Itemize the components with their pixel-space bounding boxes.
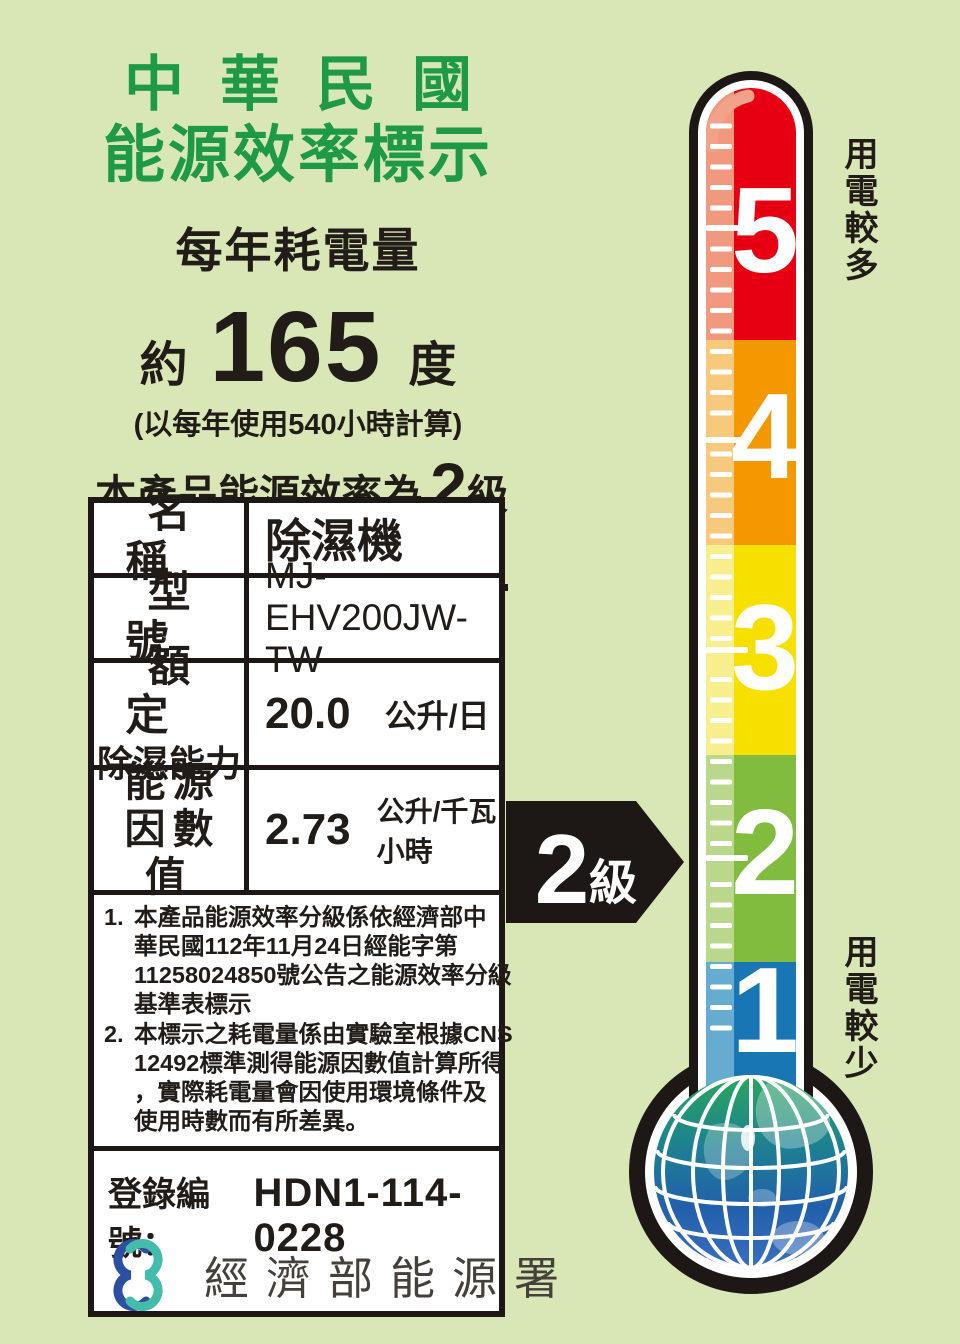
note-1-number: 1. [104,904,124,930]
footer: 經濟部能源署 [100,1236,576,1312]
level-number-3: 3 [731,579,799,715]
level-number-1: 1 [731,942,799,1078]
model-label: 型號 [125,568,235,666]
calculation-basis-note: (以每年使用540小時計算) [133,409,463,442]
table-row-energy-factor: 能源 因數值 2.73 公升/千瓦小時 [94,759,499,900]
ef-unit: 公升/千瓦小時 [376,796,497,867]
landmass-north [755,1079,830,1149]
capacity-unit: 公升/日 [384,698,490,734]
globe-highlight [741,1125,755,1151]
logo-right-glyph [125,1239,163,1311]
grade-pointer-arrow [506,801,684,923]
note-1-text: 本產品能源效率分級係依經濟部中 華民國112年11月24日經能字第 112580… [134,904,512,1018]
level-number-5: 5 [731,162,799,298]
ef-value: 2.73 [265,805,351,854]
level-number-2: 2 [731,784,799,920]
capacity-value: 20.0 [265,689,351,738]
annual-kwh-value: 165 [209,291,383,404]
note-2-text: 本標示之耗電量係由實驗室根據CNS 12492標準測得能源因數值計算所得 ，實際… [134,1020,513,1134]
cap-highlight [706,89,755,153]
capacity-label-line1: 額定 [125,642,235,741]
thermometer-graphic: 5 4 3 2 1 2 級 [506,71,873,1294]
registration-row: 登錄編號： HDN1-114-0228 [94,1151,499,1311]
tube-color-segments [706,88,796,1106]
name-value: 除濕機 [265,515,403,567]
note-2: 2. 本標示之耗電量係由實驗室根據CNS 12492標準測得能源因數值計算所得 … [104,1020,513,1137]
approx-prefix: 約 [139,339,188,393]
globe-details [654,1075,848,1269]
annual-consumption-heading: 每年耗電量 [175,224,421,278]
ef-label-line2: 因數值 [124,806,221,900]
note-2-number: 2. [104,1020,124,1047]
pointer-grade-unit: 級 [589,857,637,910]
scale-ticks [706,123,748,1031]
capacity-label-line2: 除濕能力 [96,742,241,784]
registration-number: HDN1-114-0228 [253,1171,463,1260]
country-title: 中華民國 [124,51,508,118]
energy-administration-logo [113,1239,163,1311]
landmass-australia [772,1221,824,1255]
table-row-capacity: 額定 除濕能力 20.0 公升/日 [94,643,499,784]
annual-consumption-value-row: 約 165 度 [88,297,508,397]
note-1: 1. 本產品能源效率分級係依經濟部中 華民國112年11月24日經能字第 112… [104,903,511,1020]
table-row-model: 型號 MJ-EHV200JW-TW [94,555,499,680]
ef-label-line1: 能源 [124,759,221,806]
label-title: 能源效率標示 [102,121,493,190]
spec-table: 名稱 除濕機 型號 MJ-EHV200JW-TW 額定 除濕能力 20.0 公升… [88,489,513,1317]
agency-name: 經濟部能源署 [204,1252,577,1304]
pointer-grade-value: 2 [535,814,590,924]
label-header: 中華民國 能源效率標示 每年耗電量 約 165 度 (以每年使用540小時計算)… [88,51,508,592]
kwh-unit: 度 [408,339,457,393]
table-row-name: 名稱 除濕機 [94,489,499,586]
more-power-label: 用電較多 [839,136,877,284]
notes-section: 1. 本產品能源效率分級係依經濟部中 華民國112年11月24日經能字第 112… [94,895,513,1151]
name-label: 名稱 [125,488,235,586]
less-power-label: 用電較少 [839,934,877,1082]
model-value: MJ-EHV200JW-TW [265,555,468,680]
level-number-4: 4 [731,368,799,504]
